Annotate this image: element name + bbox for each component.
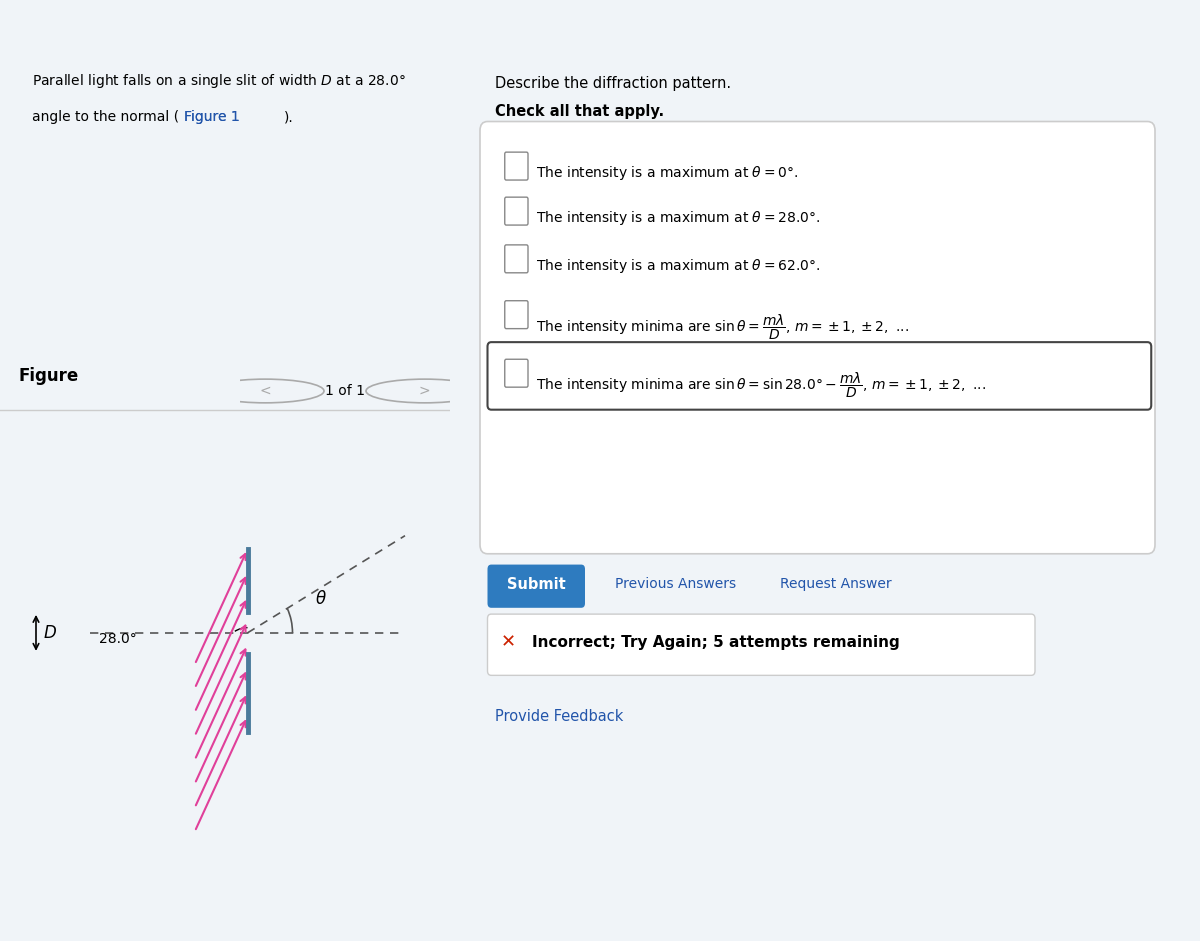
FancyBboxPatch shape (505, 301, 528, 328)
Text: The intensity is a maximum at $\theta = 0°$.: The intensity is a maximum at $\theta = … (536, 164, 798, 182)
Text: Figure: Figure (18, 367, 78, 385)
Text: The intensity minima are $\sin\theta = \sin 28.0° - \dfrac{m\lambda}{D}$, $m = \: The intensity minima are $\sin\theta = \… (536, 371, 986, 400)
Text: angle to the normal (: angle to the normal ( (31, 110, 179, 124)
Text: The intensity is a maximum at $\theta = 62.0°$.: The intensity is a maximum at $\theta = … (536, 257, 821, 275)
Text: Describe the diffraction pattern.: Describe the diffraction pattern. (496, 76, 731, 91)
Text: Request Answer: Request Answer (780, 578, 892, 591)
Text: <: < (259, 384, 271, 398)
Text: ✕: ✕ (500, 633, 516, 651)
Text: Incorrect; Try Again; 5 attempts remaining: Incorrect; Try Again; 5 attempts remaini… (533, 634, 900, 649)
FancyBboxPatch shape (487, 343, 1151, 409)
Text: Parallel light falls on a single slit of width $D$ at a 28.0°: Parallel light falls on a single slit of… (31, 72, 406, 90)
FancyBboxPatch shape (505, 245, 528, 273)
Text: Provide Feedback: Provide Feedback (496, 709, 623, 724)
Text: 28.0°: 28.0° (100, 632, 137, 646)
FancyBboxPatch shape (505, 359, 528, 387)
FancyBboxPatch shape (480, 121, 1154, 553)
FancyBboxPatch shape (487, 614, 1034, 676)
Text: $\theta$: $\theta$ (314, 590, 326, 608)
FancyBboxPatch shape (505, 152, 528, 180)
Text: Check all that apply.: Check all that apply. (496, 104, 664, 119)
Text: The intensity minima are $\sin\theta = \dfrac{m\lambda}{D}$, $m = \pm1, \pm2,$ .: The intensity minima are $\sin\theta = \… (536, 312, 910, 342)
FancyBboxPatch shape (487, 565, 586, 608)
Text: The intensity is a maximum at $\theta = 28.0°$.: The intensity is a maximum at $\theta = … (536, 209, 821, 227)
Text: Figure 1: Figure 1 (185, 110, 240, 124)
Text: ).: ). (283, 110, 293, 124)
Text: Submit: Submit (506, 577, 565, 592)
Text: Previous Answers: Previous Answers (616, 578, 736, 591)
Text: 1 of 1: 1 of 1 (325, 384, 365, 398)
Text: $D$: $D$ (43, 624, 56, 642)
Text: >: > (419, 384, 431, 398)
FancyBboxPatch shape (505, 198, 528, 225)
Text: Figure 1: Figure 1 (185, 110, 240, 124)
